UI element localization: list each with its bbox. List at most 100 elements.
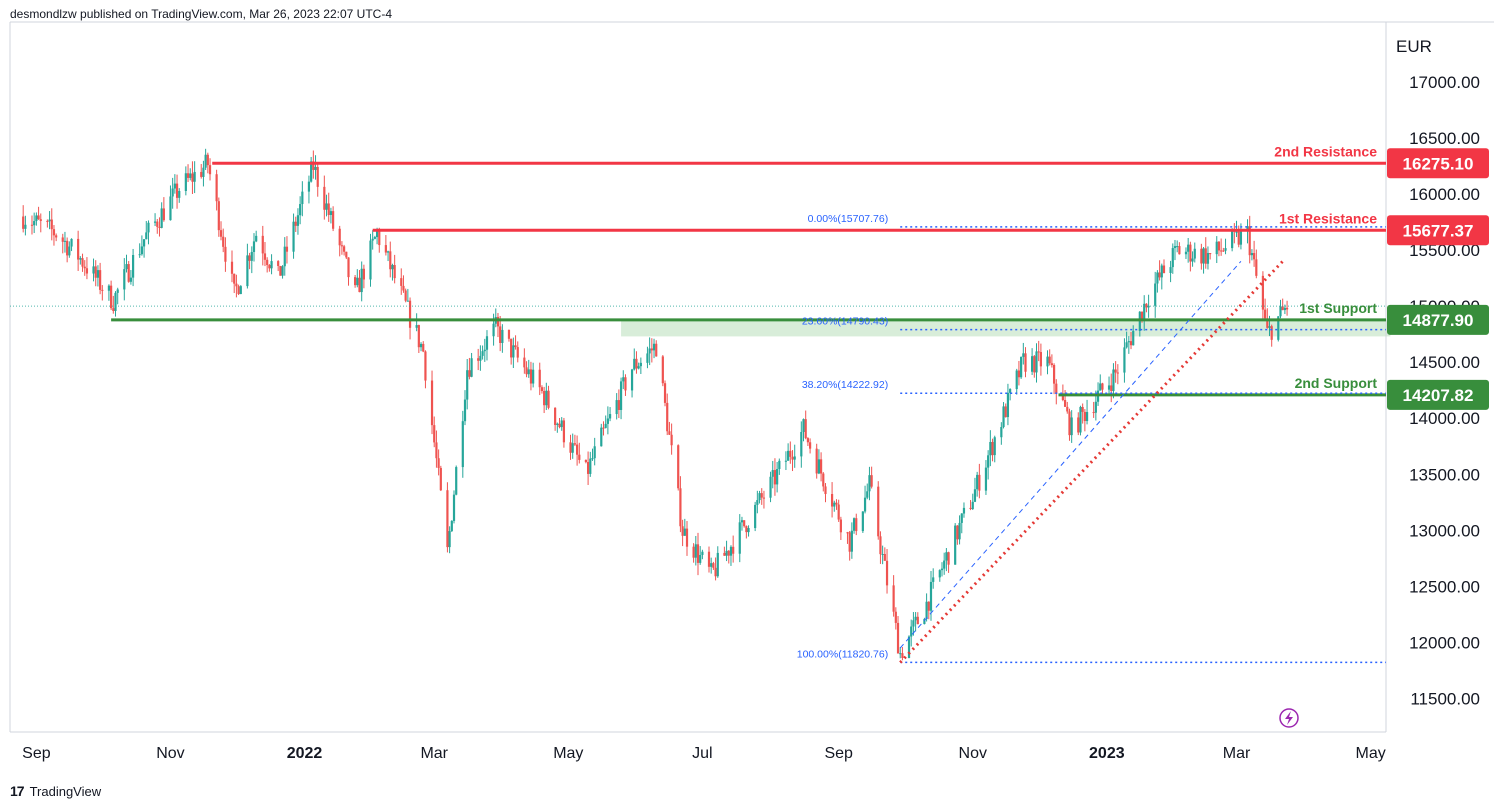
candle-body xyxy=(1125,342,1128,348)
support-zone xyxy=(621,319,1391,337)
candle-body xyxy=(285,246,289,252)
candle-body xyxy=(787,450,790,461)
candle-body xyxy=(589,458,592,474)
candle-body xyxy=(360,268,363,293)
candle-body xyxy=(945,552,948,561)
candle-body xyxy=(639,362,642,367)
candle-body xyxy=(1285,307,1289,310)
candle-body xyxy=(727,550,730,556)
candle-body xyxy=(296,215,300,226)
candle-body xyxy=(1266,318,1269,328)
candle-body xyxy=(1154,283,1157,306)
candle-body xyxy=(408,300,412,328)
candle-body xyxy=(373,237,376,239)
candle-body xyxy=(1193,248,1196,259)
candle-body xyxy=(437,458,440,468)
candle-body xyxy=(976,474,979,490)
candle-body xyxy=(1235,231,1238,233)
candle-body xyxy=(1024,353,1027,372)
candle-body xyxy=(927,601,930,611)
candle-body xyxy=(1132,330,1135,346)
candle-body xyxy=(281,266,284,276)
candle-body xyxy=(202,167,205,177)
candle-body xyxy=(299,204,302,216)
frame-layer xyxy=(9,21,1494,733)
candle-body xyxy=(725,550,728,556)
candle-body xyxy=(760,493,763,498)
candle-body xyxy=(1068,411,1071,436)
candle-body xyxy=(1114,369,1117,373)
candle-body xyxy=(499,326,502,343)
candle-body xyxy=(962,507,966,514)
candle-body xyxy=(804,419,807,439)
candle-body xyxy=(516,347,519,358)
candle-body xyxy=(184,173,187,191)
candle-body xyxy=(389,251,392,270)
candle-body xyxy=(593,446,596,459)
candle-body xyxy=(406,300,409,302)
candle-body xyxy=(1077,417,1080,433)
candle-body xyxy=(204,154,207,168)
candle-body xyxy=(1206,253,1210,264)
candle-body xyxy=(496,316,500,327)
candle-body xyxy=(1116,372,1119,374)
candle-body xyxy=(745,526,748,533)
candle-body xyxy=(1085,412,1089,422)
candle-body xyxy=(540,387,544,392)
candle-body xyxy=(940,568,944,571)
candle-body xyxy=(219,230,223,237)
candle-body xyxy=(153,221,157,223)
candle-body xyxy=(1048,356,1051,364)
candle-body xyxy=(24,224,27,229)
candle-body xyxy=(956,525,959,540)
candle-body xyxy=(1270,326,1273,340)
candle-body xyxy=(987,455,990,468)
candle-body xyxy=(378,230,381,246)
candle-body xyxy=(648,348,651,354)
candle-body xyxy=(323,186,326,210)
candle-body xyxy=(61,237,64,242)
candle-body xyxy=(138,254,141,256)
candle-body xyxy=(556,423,559,425)
candle-body xyxy=(600,427,603,447)
candle-body xyxy=(375,230,379,238)
candle-body xyxy=(158,226,161,228)
candle-body xyxy=(371,238,374,241)
candle-body xyxy=(960,513,963,523)
candle-body xyxy=(1015,370,1018,390)
candle-body xyxy=(802,419,805,432)
candle-body xyxy=(881,553,884,555)
candle-body xyxy=(1081,406,1084,412)
candle-body xyxy=(925,601,928,620)
candle-body xyxy=(681,526,684,536)
candle-body xyxy=(1035,351,1038,373)
footer-brand[interactable]: 17 TradingView xyxy=(10,783,101,799)
candle-body xyxy=(971,501,974,510)
price-tag xyxy=(1387,215,1489,246)
candle-body xyxy=(1231,230,1234,249)
candle-body xyxy=(147,222,150,233)
y-tick-label: 11500.00 xyxy=(1410,689,1480,708)
candle-body xyxy=(707,551,711,567)
candle-body xyxy=(738,522,741,554)
candle-body xyxy=(743,520,746,527)
candle-body xyxy=(716,552,719,577)
candle-body xyxy=(46,220,49,222)
candle-body xyxy=(617,400,620,410)
candle-body xyxy=(173,183,176,189)
candle-body xyxy=(929,581,933,611)
price-tag xyxy=(1387,379,1489,410)
candle-body xyxy=(1215,241,1218,255)
candle-body xyxy=(554,407,557,425)
candle-body xyxy=(907,636,911,658)
candle-body xyxy=(1264,309,1267,319)
candle-body xyxy=(538,369,541,388)
candle-body xyxy=(404,290,407,301)
candle-body xyxy=(1255,259,1258,276)
candle-body xyxy=(430,380,434,426)
candle-body xyxy=(189,173,192,178)
candle-body xyxy=(1039,352,1043,367)
candle-body xyxy=(630,369,634,391)
candle-body xyxy=(455,467,458,495)
